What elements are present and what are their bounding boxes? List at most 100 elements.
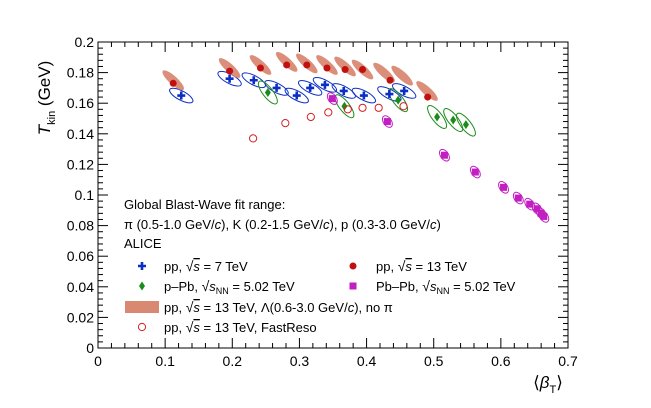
y-tick-label: 0.12	[67, 156, 94, 172]
x-tick-label: 0.7	[558, 353, 578, 369]
legend-swatch	[138, 262, 146, 270]
data-point	[399, 102, 408, 111]
legend-marker-pp-13tev-lambda	[125, 301, 159, 313]
data-point	[514, 194, 522, 202]
axes	[97, 41, 569, 349]
x-tick-label: 0.6	[491, 353, 511, 369]
data-point	[177, 91, 186, 100]
data-point	[339, 86, 348, 95]
data-point	[323, 64, 331, 72]
data-point	[272, 83, 281, 92]
data-point	[306, 83, 315, 92]
x-axis-label: ⟨βT⟩	[533, 373, 563, 396]
legend-label-pp-13tev-lambda: pp, √s = 13 TeV, Λ(0.6-3.0 GeV/c), no π	[164, 299, 393, 315]
uncertainty-ellipse	[284, 87, 309, 104]
legend-marker-pp-13tev	[349, 262, 357, 270]
uncertainty-ellipse	[416, 81, 438, 101]
uncertainty-ellipse	[257, 80, 278, 105]
data-point	[526, 200, 534, 208]
legend-entry-pp-13tev: pp, √s = 13 TeV	[349, 258, 467, 274]
data-point	[264, 87, 271, 97]
data-point	[292, 91, 301, 100]
annotation-momentum-ranges: π (0.5-1.0 GeV/c), K (0.2-1.5 GeV/c), p …	[124, 217, 441, 232]
data-point	[169, 79, 177, 87]
uncertainty-ellipse	[312, 77, 338, 93]
data-point	[283, 61, 291, 69]
data-point	[440, 151, 448, 159]
y-tick-label: 0	[86, 340, 94, 356]
tick-labels: 0 0.1 0.2 0.3 0.4 0.5 0.6 0.7 0 0.02 0.04 0.06 0.08 0…	[67, 34, 578, 369]
data-point	[383, 118, 391, 126]
uncertainty-ellipse	[443, 108, 464, 132]
uncertainty-ellipse	[391, 65, 413, 86]
annotation-experiment: ALICE	[124, 236, 162, 251]
data-point	[533, 205, 541, 213]
data-point	[424, 93, 432, 101]
y-axis-label: Tkin (GeV)	[35, 61, 58, 136]
data-point	[249, 76, 258, 85]
x-tick-label: 0.2	[223, 353, 243, 369]
data-point	[328, 95, 336, 103]
data-point	[324, 108, 333, 117]
y-tick-label: 0.14	[67, 126, 94, 142]
data-point	[359, 91, 368, 100]
data-point	[434, 112, 441, 122]
legend-swatch	[139, 281, 145, 291]
data-point	[226, 67, 234, 75]
legend-marker-pp-13tev-fastreso	[137, 322, 147, 332]
legend-label-pp-13tev-fastreso: pp, √s = 13 TeV, FastReso	[164, 319, 317, 335]
legend-marker-pbpb	[349, 282, 357, 290]
data-point	[386, 76, 394, 84]
data-point	[540, 212, 548, 220]
data-point	[341, 66, 349, 74]
uncertainty-ellipse	[241, 72, 266, 89]
legend: pp, √s = 7 TeV pp, √s = 13 TeV p–Pb, √sN…	[125, 258, 516, 335]
legend-swatch	[125, 301, 159, 313]
data-point	[341, 101, 348, 111]
y-tick-label: 0.08	[67, 218, 94, 234]
y-tick-label: 0.18	[67, 65, 94, 81]
data-point	[400, 86, 409, 95]
data-point	[256, 64, 264, 72]
data-point	[281, 118, 290, 128]
legend-entry-pp-13tev-fastreso: pp, √s = 13 TeV, FastReso	[137, 319, 317, 335]
legend-swatch	[349, 262, 357, 270]
x-tick-label: 0.5	[424, 353, 444, 369]
legend-label-pp-7tev: pp, √s = 7 TeV	[164, 258, 248, 274]
data-point	[500, 183, 508, 191]
uncertainty-ellipse	[427, 105, 448, 129]
y-tick-label: 0.06	[67, 248, 94, 264]
data-point	[359, 66, 367, 74]
uncertainty-ellipse	[331, 83, 356, 99]
data-point	[303, 61, 311, 69]
uncertainty-ellipse	[297, 80, 323, 96]
uncertainty-ellipse	[169, 87, 194, 104]
x-tick-label: 0.4	[357, 353, 377, 369]
legend-swatch	[349, 282, 357, 290]
legend-entry-pp-13tev-lambda: pp, √s = 13 TeV, Λ(0.6-3.0 GeV/c), no π	[125, 299, 393, 315]
legend-marker-ppb	[139, 281, 145, 291]
data-point	[306, 112, 315, 122]
data-markers	[169, 61, 548, 220]
x-tick-label: 0.3	[290, 353, 310, 369]
legend-swatch	[137, 322, 147, 332]
y-tick-label: 0.1	[75, 187, 95, 203]
data-point	[358, 103, 367, 112]
data-point	[225, 74, 234, 83]
uncertainty-ellipse	[388, 88, 409, 113]
legend-label-pbpb: Pb–Pb, √sNN = 5.02 TeV	[376, 278, 516, 296]
uncertainty-ellipse	[264, 80, 289, 96]
data-point	[374, 103, 383, 112]
data-point	[343, 105, 352, 114]
y-tick-label: 0.02	[67, 309, 94, 325]
data-point	[385, 90, 394, 99]
uncertainty-ellipse	[391, 83, 417, 99]
legend-entry-ppb: p–Pb, √sNN = 5.02 TeV	[139, 278, 295, 296]
data-point	[471, 168, 479, 176]
x-tick-label: 0	[94, 353, 102, 369]
legend-marker-pp-7tev	[138, 262, 146, 270]
legend-label-pp-13tev: pp, √s = 13 TeV	[376, 258, 467, 274]
data-point	[450, 115, 457, 125]
annotation-fit-range: Global Blast-Wave fit range:	[124, 197, 285, 212]
